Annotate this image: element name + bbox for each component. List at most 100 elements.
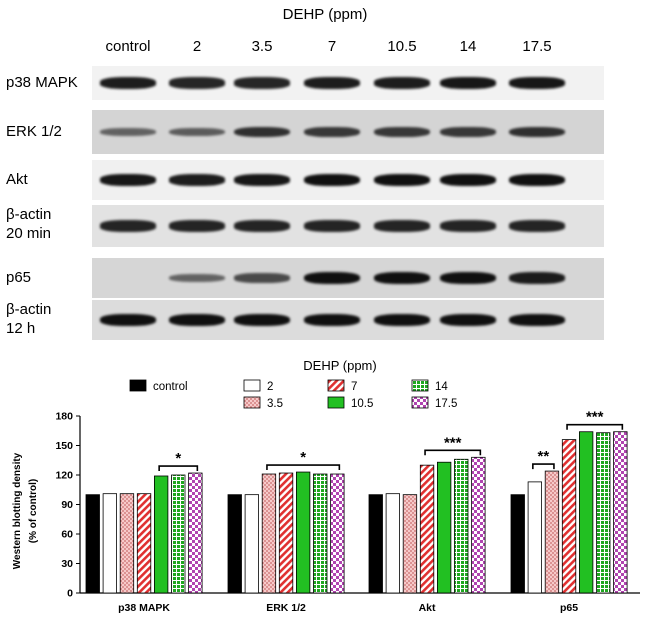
- blot-band: [169, 273, 225, 283]
- legend-label: 7: [351, 381, 357, 393]
- blot-band: [440, 174, 496, 186]
- legend-swatch: [243, 396, 261, 409]
- blot-strip: [92, 258, 604, 298]
- blot-row-label: ERK 1/2: [6, 122, 62, 141]
- bar: [85, 494, 100, 594]
- bar: [330, 473, 345, 594]
- significance-bracket: [158, 465, 199, 472]
- bar: [188, 472, 203, 594]
- legend-label: 2: [267, 381, 273, 393]
- blot-row-label: β-actin 20 min: [6, 205, 51, 243]
- blot-band: [374, 126, 430, 138]
- blot-row-label: Akt: [6, 170, 28, 189]
- bar: [368, 494, 383, 594]
- blot-band: [509, 174, 565, 186]
- y-tick-label: 120: [55, 470, 73, 482]
- legend-swatch: [129, 379, 147, 392]
- blot-band: [374, 314, 430, 326]
- x-tick-label: p38 MAPK: [118, 602, 170, 614]
- lane-label: control: [105, 38, 151, 55]
- bar: [471, 456, 486, 594]
- x-tick-label: Akt: [419, 602, 436, 614]
- significance-label: *: [300, 449, 306, 466]
- blot-band: [440, 314, 496, 326]
- legend-swatch: [327, 396, 345, 409]
- blot-band: [169, 220, 225, 232]
- bar: [419, 464, 435, 594]
- significance-label: ***: [586, 409, 604, 426]
- blot-strip: [92, 160, 604, 200]
- lane-label: 7: [327, 38, 337, 55]
- legend-label: control: [153, 381, 188, 393]
- bar: [171, 474, 186, 594]
- legend-swatch: [411, 379, 429, 392]
- significance-label: *: [175, 450, 181, 467]
- blot-band: [100, 174, 156, 186]
- blot-band: [234, 220, 290, 232]
- blot-band: [304, 314, 360, 326]
- x-axis-labels: p38 MAPK ERK 1/2 Akt p65: [118, 602, 578, 614]
- bar: [278, 472, 294, 594]
- blot-band: [304, 272, 360, 284]
- blot-row-label-main: ERK 1/2: [6, 123, 62, 140]
- blot-row-label-sub: 20 min: [6, 225, 52, 242]
- blot-band: [234, 314, 290, 326]
- x-tick-label: p65: [560, 602, 578, 614]
- western-blot-panel: DEHP (ppm) control 2 3.5 7 10.5 14 17.5 p38 MA…: [6, 6, 604, 340]
- blot-band: [374, 77, 430, 89]
- lane-label: 10.5: [387, 38, 417, 55]
- blot-band: [440, 77, 496, 89]
- significance-bracket: [266, 464, 341, 471]
- blot-band: [374, 272, 430, 284]
- blot-band: [509, 126, 565, 138]
- bar: [136, 493, 152, 594]
- blot-strip: [92, 205, 604, 247]
- legend: control 2 3.5 7 10.5 14 17.5: [129, 379, 457, 410]
- legend-label: 10.5: [351, 398, 373, 410]
- lane-label: 3.5: [251, 38, 273, 55]
- bar: [313, 473, 328, 594]
- y-tick-label: 0: [67, 588, 73, 600]
- blot-strip: [92, 110, 604, 154]
- blot-row-label-main: p38 MAPK: [6, 74, 78, 91]
- blot-band: [509, 220, 565, 232]
- blot-row-label: p38 MAPK: [6, 73, 78, 92]
- blot-band: [304, 220, 360, 232]
- blot-band: [100, 77, 156, 89]
- bar-chart: DEHP (ppm) control 2 3.5 7 10.5 14 17.5 0 30 60 9…: [12, 358, 640, 614]
- bar: [436, 461, 452, 594]
- y-tick-label: 60: [61, 529, 73, 541]
- blot-row-label: β-actin 12 h: [6, 300, 51, 338]
- bar: [153, 475, 169, 594]
- blot-band: [440, 272, 496, 284]
- blot-band: [234, 126, 290, 138]
- blot-band: [304, 174, 360, 186]
- blot-band: [304, 77, 360, 89]
- blot-band: [169, 127, 225, 137]
- bar: [244, 494, 260, 594]
- significance-label: ***: [444, 434, 462, 451]
- bar: [119, 493, 135, 594]
- lane-label: 17.5: [522, 38, 552, 55]
- bar: [561, 439, 577, 594]
- bar: [510, 494, 525, 594]
- legend-label: 17.5: [435, 398, 457, 410]
- blot-title: DEHP (ppm): [282, 6, 368, 23]
- x-tick-label: ERK 1/2: [266, 602, 306, 614]
- bar: [227, 494, 242, 594]
- blot-band: [509, 272, 565, 284]
- significance-label: **: [538, 448, 550, 465]
- blot-strip: [92, 66, 604, 100]
- blot-band: [440, 220, 496, 232]
- y-axis-label: Western blotting density: [12, 452, 23, 569]
- bar: [295, 471, 311, 594]
- y-tick-label: 30: [61, 558, 73, 570]
- bar: [596, 432, 611, 594]
- blot-band: [169, 314, 225, 326]
- blot-row-label-main: β-actin: [6, 206, 52, 223]
- blot-band: [100, 127, 156, 137]
- bars: [85, 431, 628, 594]
- blot-band: [100, 314, 156, 326]
- blot-band: [169, 77, 225, 89]
- bar: [402, 494, 418, 594]
